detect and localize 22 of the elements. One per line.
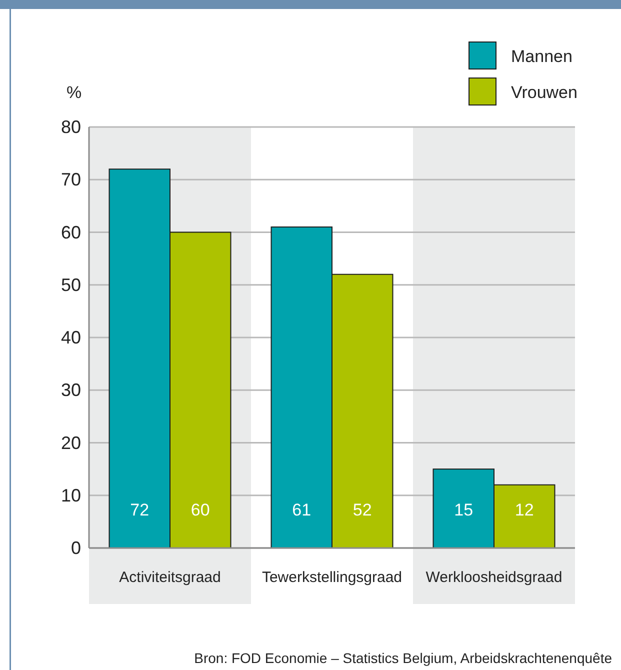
y-tick-label: 50	[60, 274, 81, 295]
data-label: 52	[352, 500, 372, 520]
data-label: 60	[190, 500, 210, 520]
y-tick-label: 70	[60, 170, 81, 190]
data-label: 72	[130, 500, 150, 520]
y-tick-label: 30	[60, 380, 81, 400]
y-tick-label: 40	[60, 328, 81, 348]
x-tick-label: Werkloosheidsgraad	[426, 568, 562, 586]
x-tick-label: Tewerkstellingsgraad	[262, 568, 402, 586]
y-axis-title: %	[66, 82, 82, 102]
legend-label: Mannen	[511, 46, 572, 66]
data-label: 61	[292, 500, 312, 520]
y-tick-label: 80	[60, 117, 81, 137]
y-tick-label: 20	[60, 432, 81, 453]
y-tick-label: 10	[60, 485, 81, 506]
x-tick-label: Activiteitsgraad	[119, 568, 221, 586]
y-tick-label: 60	[60, 222, 81, 242]
y-tick-label: 0	[70, 538, 81, 558]
data-label: 15	[454, 500, 474, 520]
data-label: 12	[514, 500, 534, 520]
text: Bron: FOD Economie – Statistics Belgium, Arbeidskrachtenenquête	[194, 650, 612, 666]
legend-label: Vrouwen	[511, 82, 578, 102]
